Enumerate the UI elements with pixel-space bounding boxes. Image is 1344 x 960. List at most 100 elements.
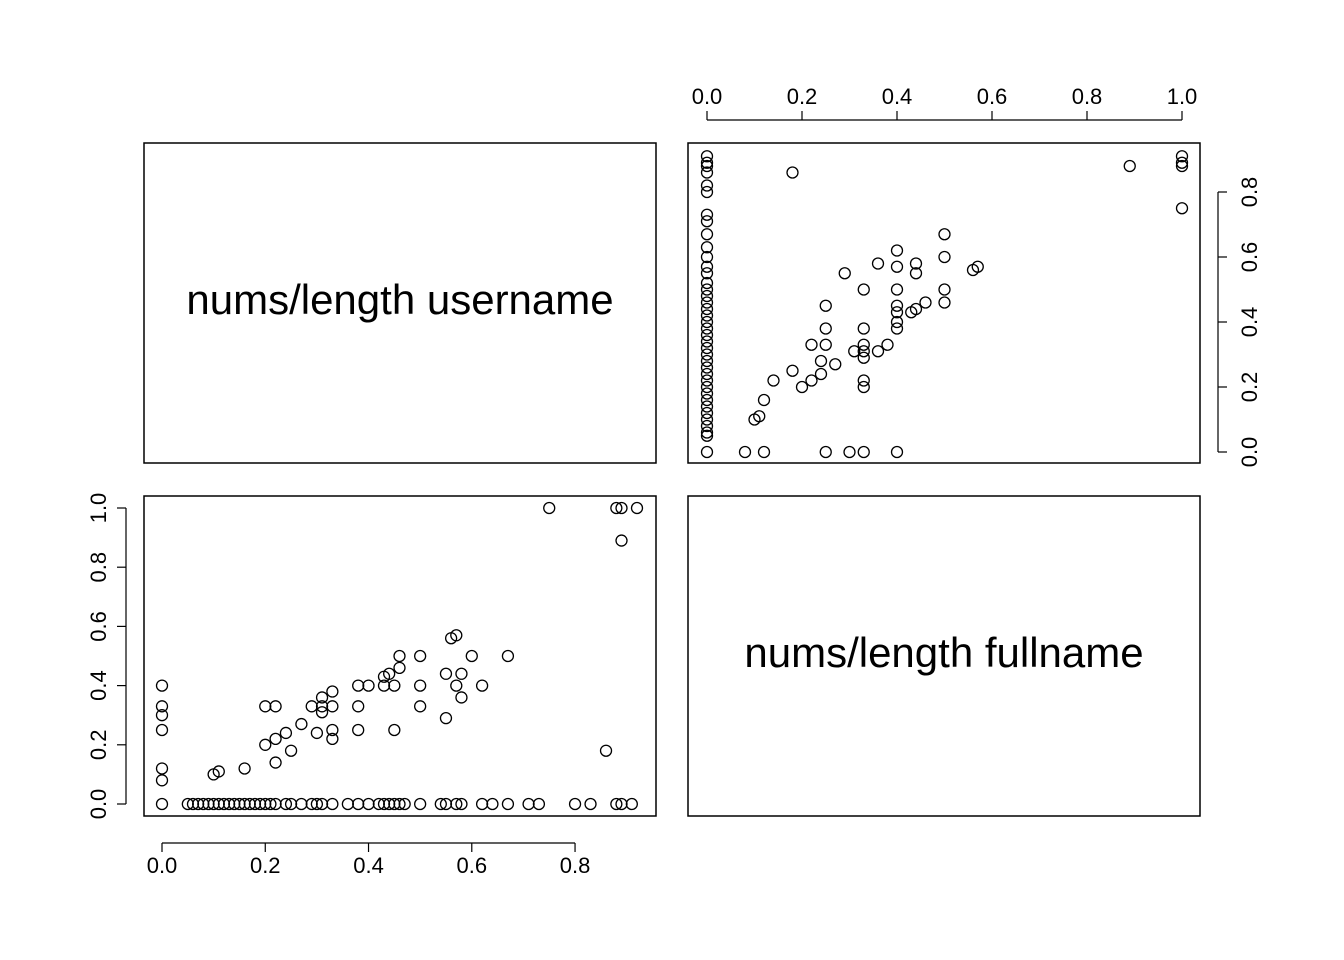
upper-right-data-point	[814, 367, 828, 381]
upper-right-data-point	[757, 393, 771, 407]
lower-left-data-point	[326, 797, 339, 811]
lower-left-data-point	[625, 797, 638, 811]
lower-left-data-point	[393, 797, 406, 811]
lower-left-data-point	[259, 797, 272, 811]
upper-right-data-point	[890, 283, 904, 296]
upper-right-data-point	[700, 341, 714, 355]
lower-left-data-point	[568, 797, 582, 811]
lower-left-data-point	[630, 501, 644, 515]
lower-left-data-point	[450, 629, 463, 642]
lower-left-data-point	[450, 679, 463, 692]
upper-right-data-point	[871, 257, 885, 270]
lower-left-data-point	[599, 744, 613, 757]
upper-right-data-point	[700, 241, 714, 254]
lower-left-y-tick-label: 0.2	[86, 730, 111, 761]
upper-right-data-point	[857, 283, 870, 296]
upper-right-data-point	[890, 306, 904, 319]
upper-right-data-point	[700, 315, 714, 329]
lower-left-data-point	[295, 717, 308, 731]
lower-left-data-point	[191, 797, 205, 811]
lower-left-data-point	[233, 797, 246, 811]
upper-right-data-point	[786, 166, 799, 179]
upper-right-data-point	[890, 244, 904, 257]
lower-left-data-point	[212, 765, 225, 778]
lower-left-data-point	[501, 797, 515, 811]
lower-left-data-point	[439, 797, 453, 811]
upper-right-data-point	[805, 374, 818, 387]
lower-left-data-point	[305, 700, 318, 713]
upper-right-data-point	[700, 367, 714, 381]
lower-left-data-point	[315, 706, 329, 719]
lower-left-data-point	[475, 679, 489, 692]
lower-left-data-point	[352, 679, 365, 692]
upper-right-x-tick-label: 0.2	[787, 84, 818, 109]
upper-right-data-point	[700, 419, 714, 433]
lower-left-data-point	[439, 712, 453, 725]
scatter-panel-upper-right	[687, 142, 1201, 464]
upper-right-data-point	[805, 338, 818, 351]
chart-marks: 0.0 0.2 0.4 0.6 0.8 1.0 0.0 0.2 0.4 0.6 0.8 0.0 0.2 0…	[86, 84, 1262, 878]
lower-left-data-point	[155, 709, 169, 722]
lower-left-data-point	[238, 797, 251, 811]
lower-left-data-point	[269, 732, 282, 746]
lower-left-y-tick-label: 0.6	[86, 611, 111, 642]
lower-left-x-tick-label: 0.8	[560, 853, 591, 878]
upper-right-data-point	[700, 348, 714, 361]
lower-left-data-point	[610, 501, 623, 515]
upper-right-data-point	[700, 228, 714, 241]
lower-left-data-point	[212, 797, 225, 811]
lower-left-data-point	[434, 797, 447, 811]
lower-left-data-point	[326, 700, 339, 713]
upper-right-data-point	[700, 400, 714, 413]
upper-right-data-point	[819, 338, 832, 351]
lower-left-data-point	[207, 797, 220, 811]
upper-right-data-point	[857, 445, 870, 459]
upper-right-data-point	[700, 302, 714, 316]
lower-left-data-point	[532, 797, 546, 811]
lower-left-data-point	[326, 685, 339, 698]
lower-left-data-point	[295, 797, 308, 811]
upper-right-data-point	[753, 410, 766, 423]
lower-left-data-point	[279, 797, 293, 811]
lower-left-data-point	[259, 738, 272, 751]
upper-right-data-point	[857, 322, 870, 335]
upper-right-data-point	[890, 322, 904, 335]
upper-right-data-point	[1175, 156, 1189, 169]
lower-left-data-point	[259, 700, 272, 713]
upper-right-data-point	[700, 267, 714, 280]
lower-left-data-point	[615, 797, 628, 811]
upper-right-data-point	[1175, 159, 1189, 173]
upper-right-data-point	[700, 276, 714, 290]
lower-left-data-point	[253, 797, 267, 811]
lower-left-data-point	[522, 797, 535, 811]
upper-right-data-point	[700, 413, 714, 426]
lower-left-data-point	[543, 501, 556, 515]
upper-right-data-point	[843, 445, 856, 459]
upper-right-data-point	[700, 283, 714, 296]
upper-right-x-tick-label: 1.0	[1167, 84, 1198, 109]
upper-right-x-tick-label: 0.4	[882, 84, 913, 109]
upper-right-data-point	[700, 387, 714, 400]
lower-left-data-point	[217, 797, 231, 811]
upper-right-data-point	[881, 338, 894, 351]
lower-left-data-point	[414, 649, 427, 663]
lower-left-data-point	[315, 700, 329, 713]
upper-right-data-point	[1175, 150, 1189, 163]
upper-right-data-point	[700, 289, 714, 303]
lower-left-data-point	[305, 797, 318, 811]
lower-left-data-point	[315, 691, 329, 704]
upper-right-x-tick-label: 0.8	[1072, 84, 1103, 109]
lower-left-y-tick-label: 0.4	[86, 670, 111, 701]
upper-right-data-point	[700, 322, 714, 335]
upper-right-y-tick-label: 0.2	[1237, 372, 1262, 403]
upper-right-data-point	[700, 445, 714, 459]
upper-right-data-point	[890, 315, 904, 329]
lower-left-data-point	[181, 797, 194, 811]
lower-left-data-point	[326, 732, 339, 746]
upper-right-data-point	[857, 351, 870, 364]
lower-left-data-point	[269, 756, 282, 769]
lower-left-data-point	[388, 723, 401, 737]
upper-right-data-point	[938, 283, 951, 296]
upper-right-x-tick-label: 0.6	[977, 84, 1008, 109]
lower-left-data-point	[279, 726, 293, 740]
